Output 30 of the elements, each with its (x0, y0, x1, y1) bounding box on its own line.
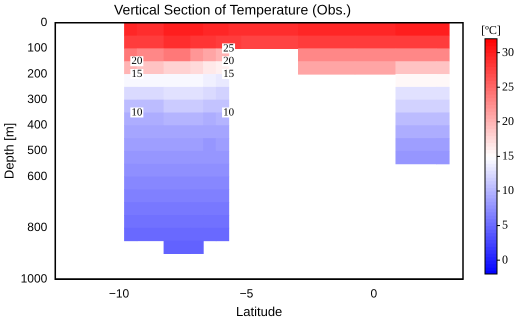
y-tick-label: 0 (40, 15, 48, 30)
x-axis-title: Latitude (236, 304, 282, 319)
color-bar-label: 30 (502, 44, 514, 59)
annotation: 20 (223, 55, 235, 68)
color-bar-label: 0 (502, 252, 508, 266)
y-tick-label: 600 (27, 168, 48, 183)
x-tick-label: −10 (108, 286, 130, 301)
color-bar-label: 15 (502, 148, 514, 163)
color-bar-label: 25 (502, 79, 514, 94)
annotation: 20 (131, 55, 143, 68)
color-bar-label: 10 (502, 183, 514, 198)
y-tick-label: 400 (27, 118, 48, 132)
y-tick-label: 500 (27, 143, 48, 158)
y-tick-label: 300 (27, 92, 48, 106)
chart-title: Vertical Section of Temperature (Obs.) (114, 1, 352, 18)
y-tick-label: 200 (27, 66, 48, 80)
color-bar-label: 20 (502, 114, 514, 128)
x-tick-label: 0 (370, 286, 378, 301)
y-tick-label: 100 (27, 40, 48, 55)
annotation: 10 (131, 106, 143, 118)
y-axis-title: Depth [m] (1, 122, 16, 180)
annotation: 15 (131, 68, 143, 80)
annotation: 25 (223, 42, 235, 54)
annotation: 15 (223, 68, 235, 80)
color-bar-label: 5 (502, 218, 508, 232)
y-tick-label: 800 (27, 220, 48, 234)
x-tick-label: −5 (240, 286, 254, 301)
annotation: 10 (223, 106, 235, 118)
y-tick-label: 1000 (20, 271, 48, 286)
color-bar-title: [ºC] (481, 22, 501, 37)
